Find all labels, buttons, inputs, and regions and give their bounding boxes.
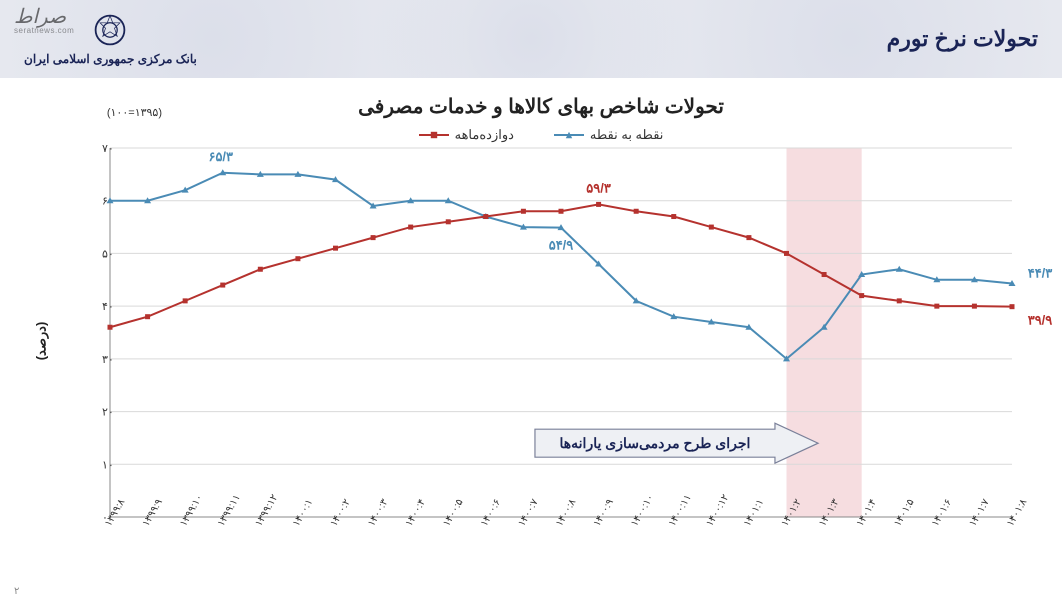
svg-text:۱۴۰۰:۱: ۱۴۰۰:۱ [291, 497, 315, 528]
header-bar: تحولات نرخ تورم بانک مرکزی جمهوری اسلامی… [0, 0, 1062, 78]
marker [108, 325, 113, 330]
svg-text:۱۴۰۰:۴: ۱۴۰۰:۴ [404, 497, 428, 528]
chart-container: تحولات شاخص بهای کالاها و خدمات مصرفی (۱… [0, 78, 1062, 603]
svg-text:۱۴۰۱:۶: ۱۴۰۱:۶ [930, 497, 954, 528]
svg-text:اجرای طرح مردمی‌سازی یارانه‌ها: اجرای طرح مردمی‌سازی یارانه‌ها [560, 435, 751, 452]
marker [671, 214, 676, 219]
svg-text:۱۰: ۱۰ [102, 459, 114, 471]
triangle-icon [565, 131, 573, 139]
plot-area: ۰۱۰۲۰۳۰۴۰۵۰۶۰۷۰۱۳۹۹:۸۱۳۹۹:۹۱۳۹۹:۱۰۱۳۹۹:۱… [80, 144, 1022, 521]
marker [295, 256, 300, 261]
marker [897, 298, 902, 303]
svg-text:۲۰: ۲۰ [102, 407, 114, 419]
svg-text:۴۰: ۴۰ [102, 301, 114, 313]
svg-text:۱۴۰۰:۹: ۱۴۰۰:۹ [592, 497, 616, 528]
series-line-1 [110, 204, 1012, 327]
svg-text:۱۴۰۰:۱۱: ۱۴۰۰:۱۱ [667, 493, 694, 529]
legend-label-12m: دوازده‌ماهه [455, 127, 514, 143]
svg-text:۱۴۰۰:۲: ۱۴۰۰:۲ [329, 497, 353, 528]
marker [822, 272, 827, 277]
marker [972, 304, 977, 309]
svg-text:۱۳۹۹:۱۰: ۱۳۹۹:۱۰ [178, 493, 205, 529]
marker [634, 209, 639, 214]
legend-item-12m: دوازده‌ماهه [419, 127, 514, 143]
highlight-band [787, 148, 862, 517]
chart-svg: ۰۱۰۲۰۳۰۴۰۵۰۶۰۷۰۱۳۹۹:۸۱۳۹۹:۹۱۳۹۹:۱۰۱۳۹۹:۱… [80, 144, 1022, 521]
data-label: ۳۹/۹ [1028, 313, 1053, 328]
svg-text:۱۴۰۰:۱۰: ۱۴۰۰:۱۰ [629, 493, 656, 529]
svg-text:۱۴۰۰:۵: ۱۴۰۰:۵ [441, 497, 465, 528]
marker [934, 304, 939, 309]
bank-logo-icon [92, 12, 128, 48]
x-axis: ۱۳۹۹:۸۱۳۹۹:۹۱۳۹۹:۱۰۱۳۹۹:۱۱۱۳۹۹:۱۲۱۴۰۰:۱۱… [103, 493, 1030, 529]
data-label: ۵۹/۳ [586, 180, 611, 195]
legend-item-p2p: نقطه به نقطه [554, 127, 663, 143]
svg-text:۳۰: ۳۰ [102, 354, 114, 366]
marker [746, 235, 751, 240]
svg-text:۱۴۰۱:۵: ۱۴۰۱:۵ [892, 497, 916, 528]
svg-text:۷۰: ۷۰ [102, 143, 114, 155]
svg-text:۱۳۹۹:۹: ۱۳۹۹:۹ [141, 497, 165, 528]
marker [408, 225, 413, 230]
marker [333, 246, 338, 251]
marker [258, 267, 263, 272]
bank-name: بانک مرکزی جمهوری اسلامی ایران [24, 52, 197, 66]
watermark-url: seratnews.com [14, 26, 74, 35]
svg-text:۱۳۹۹:۱۱: ۱۳۹۹:۱۱ [216, 493, 243, 529]
svg-text:۱۴۰۰:۱۲: ۱۴۰۰:۱۲ [704, 493, 731, 529]
marker [483, 214, 488, 219]
data-label: ۴۴/۳ [1028, 265, 1053, 280]
marker [784, 251, 789, 256]
marker [559, 209, 564, 214]
marker [145, 314, 150, 319]
marker [1010, 304, 1015, 309]
svg-text:۱۴۰۰:۷: ۱۴۰۰:۷ [516, 497, 541, 529]
marker [596, 202, 601, 207]
y-axis-label: (درصد) [33, 321, 49, 360]
data-label: ۶۵/۳ [208, 149, 233, 164]
chart-subtitle: (۱۳۹۵=۱۰۰) [107, 106, 162, 119]
svg-text:۱۳۹۹:۱۲: ۱۳۹۹:۱۲ [253, 493, 280, 529]
marker [220, 283, 225, 288]
page-title: تحولات نرخ تورم [887, 26, 1038, 52]
svg-text:۵۰: ۵۰ [102, 248, 114, 260]
svg-text:۱۴۰۰:۸: ۱۴۰۰:۸ [554, 497, 579, 529]
chart-title: تحولات شاخص بهای کالاها و خدمات مصرفی [60, 94, 1022, 119]
marker [521, 209, 526, 214]
svg-text:۱۴۰۰:۳: ۱۴۰۰:۳ [366, 497, 391, 529]
marker [859, 293, 864, 298]
svg-text:۱۴۰۰:۶: ۱۴۰۰:۶ [479, 497, 503, 528]
data-label: ۵۴/۹ [549, 238, 574, 253]
marker [709, 225, 714, 230]
legend-line-p2p [554, 134, 584, 136]
svg-text:۱۴۰۱:۱: ۱۴۰۱:۱ [742, 497, 766, 528]
marker [183, 298, 188, 303]
svg-text:۱۴۰۱:۸: ۱۴۰۱:۸ [1005, 497, 1030, 529]
marker [371, 235, 376, 240]
marker [446, 219, 451, 224]
legend-label-p2p: نقطه به نقطه [590, 127, 663, 143]
legend-line-12m [419, 134, 449, 136]
square-icon [430, 131, 438, 139]
legend: نقطه به نقطه دوازده‌ماهه [60, 127, 1022, 143]
svg-text:۱۴۰۱:۷: ۱۴۰۱:۷ [967, 497, 992, 529]
y-axis: ۰۱۰۲۰۳۰۴۰۵۰۶۰۷۰ [102, 143, 1012, 524]
page-number: ۲ [14, 586, 19, 597]
callout-arrow: اجرای طرح مردمی‌سازی یارانه‌ها [535, 423, 818, 463]
